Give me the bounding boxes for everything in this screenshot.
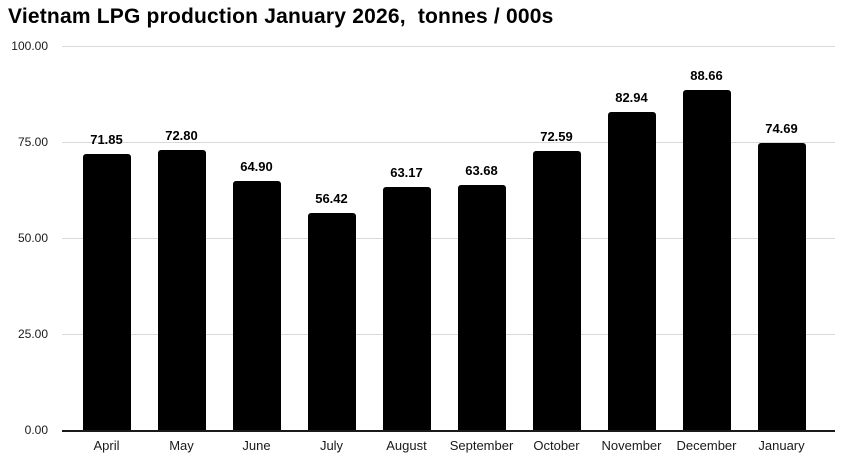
bar — [232, 180, 281, 430]
y-axis-tick-label: 50.00 — [17, 231, 48, 245]
bar — [457, 185, 506, 430]
y-axis-tick-label: 75.00 — [17, 135, 48, 149]
bar-group: 63.17 August — [369, 46, 444, 453]
bar-value-label: 82.94 — [615, 89, 648, 105]
x-axis-category-label: July — [319, 438, 344, 453]
bar-value-label: 88.66 — [690, 67, 723, 83]
bar — [607, 111, 656, 430]
x-axis-category-label: September — [449, 438, 514, 453]
chart-title: Vietnam LPG production January 2026, ton… — [8, 5, 554, 28]
gridline — [62, 142, 835, 143]
plot-area: 71.85 April 72.80 May 64.90 June 56.42 July 63.1… — [62, 46, 835, 453]
bar — [307, 213, 356, 430]
x-axis-category-label: June — [242, 438, 271, 453]
bar — [82, 154, 131, 430]
bar-value-label: 74.69 — [765, 121, 798, 137]
bar — [682, 89, 731, 430]
gridline — [62, 238, 835, 239]
y-axis-tick-label: 100.00 — [11, 39, 48, 53]
bar-group: 88.66 December — [669, 46, 744, 453]
bar — [382, 187, 431, 430]
y-axis-tick-label: 0.00 — [24, 423, 48, 437]
bar-group: 74.69 January — [744, 46, 819, 453]
bar-group: 63.68 September — [444, 46, 519, 453]
x-axis-category-label: August — [386, 438, 427, 453]
y-axis-tick-label: 25.00 — [17, 327, 48, 341]
bar — [157, 150, 206, 430]
gridline — [62, 46, 835, 47]
x-axis-category-label: April — [93, 438, 120, 453]
bar — [532, 151, 581, 430]
gridline — [62, 334, 835, 335]
bar-group: 64.90 June — [219, 46, 294, 453]
bar-group: 56.42 July — [294, 46, 369, 453]
x-axis-category-label: November — [601, 438, 662, 453]
x-axis-category-label: January — [758, 438, 805, 453]
bars-container: 71.85 April 72.80 May 64.90 June 56.42 July 63.1… — [69, 46, 819, 453]
bar-value-label: 63.17 — [390, 165, 423, 181]
y-axis-labels: 100.00 75.00 50.00 25.00 0.00 — [0, 39, 48, 437]
x-axis-category-label: October — [533, 438, 580, 453]
bar-value-label: 72.80 — [165, 128, 198, 144]
x-axis-category-label: December — [676, 438, 737, 453]
bar — [757, 143, 806, 430]
bar-group: 71.85 April — [69, 46, 144, 453]
bar-value-label: 56.42 — [315, 191, 348, 207]
bar-group: 82.94 November — [594, 46, 669, 453]
bar-value-label: 64.90 — [240, 158, 273, 174]
bar-group: 72.59 October — [519, 46, 594, 453]
bar-value-label: 71.85 — [90, 132, 123, 148]
x-axis-category-label: May — [169, 438, 194, 453]
bar-group: 72.80 May — [144, 46, 219, 453]
bar-value-label: 63.68 — [465, 163, 498, 179]
bar-value-label: 72.59 — [540, 129, 573, 145]
